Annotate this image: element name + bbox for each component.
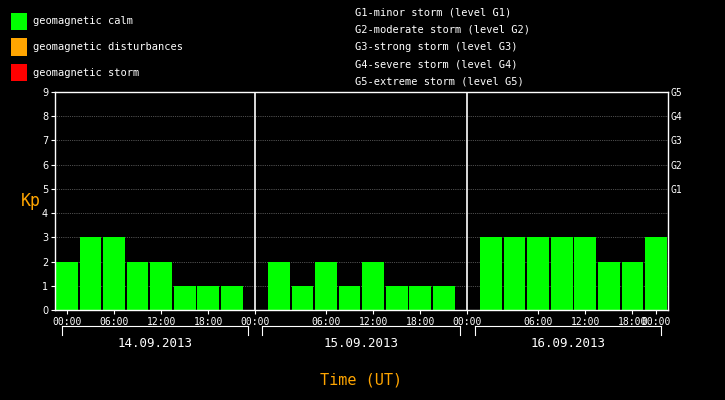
Bar [598, 262, 620, 310]
Bar [11, 38, 28, 56]
Text: G3-strong storm (level G3): G3-strong storm (level G3) [355, 42, 518, 52]
Bar [80, 237, 102, 310]
Text: G5-extreme storm (level G5): G5-extreme storm (level G5) [355, 76, 524, 86]
Bar [197, 286, 219, 310]
Bar [315, 262, 337, 310]
Bar [127, 262, 149, 310]
Bar [574, 237, 596, 310]
Bar [551, 237, 573, 310]
Y-axis label: Kp: Kp [21, 192, 41, 210]
Text: geomagnetic disturbances: geomagnetic disturbances [33, 42, 183, 52]
Text: 14.09.2013: 14.09.2013 [117, 337, 193, 350]
Bar [56, 262, 78, 310]
Bar [480, 237, 502, 310]
Text: G1-minor storm (level G1): G1-minor storm (level G1) [355, 8, 512, 18]
Text: G2-moderate storm (level G2): G2-moderate storm (level G2) [355, 25, 530, 35]
Bar [504, 237, 526, 310]
Bar [11, 13, 28, 30]
Text: geomagnetic calm: geomagnetic calm [33, 16, 133, 26]
Bar [150, 262, 172, 310]
Text: 15.09.2013: 15.09.2013 [324, 337, 399, 350]
Text: 16.09.2013: 16.09.2013 [530, 337, 605, 350]
Bar [103, 237, 125, 310]
Bar [410, 286, 431, 310]
Bar [174, 286, 196, 310]
Bar [339, 286, 360, 310]
Bar [268, 262, 290, 310]
Bar [362, 262, 384, 310]
Bar [386, 286, 407, 310]
Text: Time (UT): Time (UT) [320, 372, 402, 388]
Bar [291, 286, 313, 310]
Text: G4-severe storm (level G4): G4-severe storm (level G4) [355, 59, 518, 69]
Bar [433, 286, 455, 310]
Text: geomagnetic storm: geomagnetic storm [33, 68, 140, 78]
Bar [11, 64, 28, 81]
Bar [645, 237, 667, 310]
Bar [527, 237, 549, 310]
Bar [221, 286, 243, 310]
Bar [621, 262, 643, 310]
